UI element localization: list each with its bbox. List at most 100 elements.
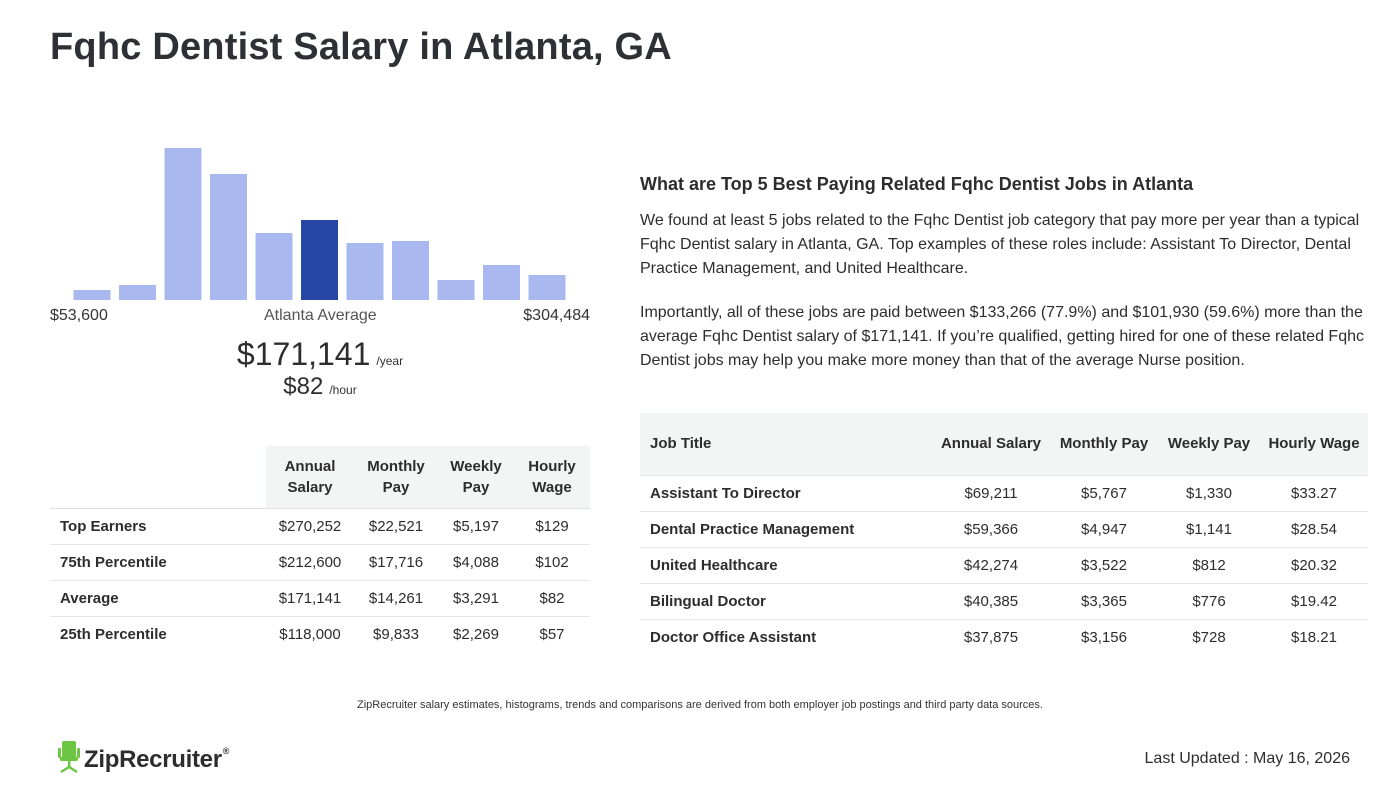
related-jobs-paragraph-1: We found at least 5 jobs related to the … bbox=[640, 212, 1360, 277]
related-jobs-paragraph-2: Importantly, all of these jobs are paid … bbox=[640, 304, 1364, 369]
histogram-bar bbox=[346, 243, 384, 300]
weekly-cell: $2,269 bbox=[453, 625, 499, 643]
percentile-table-header: Annual Salary Monthly Pay Weekly Pay Hou… bbox=[50, 446, 590, 508]
annual-cell: $59,366 bbox=[963, 520, 1019, 538]
percentile-salary-table: Annual Salary Monthly Pay Weekly Pay Hou… bbox=[50, 446, 590, 652]
percentile-header-hourly: Hourly Wage bbox=[514, 446, 590, 508]
logo-text: ZipRecruiter® bbox=[84, 746, 229, 774]
hourly-cell: $57 bbox=[539, 625, 565, 643]
weekly-cell: $1,141 bbox=[1186, 520, 1232, 538]
histogram-bar bbox=[119, 285, 156, 300]
histogram-max-label: $304,484 bbox=[523, 307, 590, 324]
hourly-cell: $82 bbox=[539, 589, 565, 607]
average-hourly-unit: /hour bbox=[329, 383, 357, 397]
weekly-cell: $812 bbox=[1192, 556, 1226, 574]
salary-histogram bbox=[50, 140, 590, 302]
histogram-bar bbox=[164, 148, 202, 300]
table-row: 75th Percentile $212,600 $17,716 $4,088 … bbox=[50, 544, 590, 580]
monthly-cell: $22,521 bbox=[368, 517, 424, 535]
ziprecruiter-logo: ZipRecruiter® bbox=[58, 740, 229, 779]
weekly-cell: $728 bbox=[1192, 628, 1226, 646]
average-hourly-line: $82/hour bbox=[50, 373, 590, 401]
annual-cell: $118,000 bbox=[279, 625, 341, 643]
annual-cell: $37,875 bbox=[963, 628, 1019, 646]
weekly-cell: $5,197 bbox=[453, 517, 499, 535]
row-label: 25th Percentile bbox=[60, 625, 167, 643]
histogram-min-label: $53,600 bbox=[50, 307, 108, 324]
logo-registered-mark: ® bbox=[222, 745, 230, 756]
monthly-cell: $14,261 bbox=[368, 589, 424, 607]
percentile-header-weekly: Weekly Pay bbox=[438, 446, 514, 508]
row-label: Top Earners bbox=[60, 517, 147, 535]
histogram-bar bbox=[255, 233, 293, 300]
histogram-bar bbox=[73, 290, 111, 300]
job-title-cell: Assistant To Director bbox=[650, 484, 801, 502]
jobs-header-weekly: Weekly Pay bbox=[1167, 435, 1251, 453]
average-annual-value: $171,141 bbox=[236, 336, 371, 372]
table-row: Top Earners $270,252 $22,521 $5,197 $129 bbox=[50, 508, 590, 544]
average-annual-line: $171,141/year bbox=[50, 336, 590, 373]
jobs-header-monthly: Monthly Pay bbox=[1059, 435, 1149, 453]
weekly-cell: $3,291 bbox=[453, 589, 499, 607]
histogram-bar bbox=[528, 275, 566, 300]
monthly-cell: $3,522 bbox=[1081, 556, 1127, 574]
table-row: Dental Practice Management $59,366 $4,94… bbox=[640, 511, 1368, 547]
annual-cell: $212,600 bbox=[278, 553, 342, 571]
row-label: Average bbox=[60, 589, 119, 607]
table-row: Assistant To Director $69,211 $5,767 $1,… bbox=[640, 475, 1368, 511]
hourly-cell: $19.42 bbox=[1291, 592, 1337, 610]
last-updated: Last Updated : May 16, 2026 bbox=[1144, 750, 1350, 767]
percentile-header-blank bbox=[50, 446, 266, 508]
hourly-cell: $102 bbox=[535, 553, 569, 571]
histogram-bar bbox=[483, 265, 520, 300]
table-row: United Healthcare $42,274 $3,522 $812 $2… bbox=[640, 547, 1368, 583]
monthly-cell: $9,833 bbox=[373, 625, 419, 643]
row-label: 75th Percentile bbox=[60, 553, 167, 571]
logo-wordmark: ZipRecruiter bbox=[84, 745, 222, 773]
average-annual-unit: /year bbox=[376, 354, 404, 368]
table-row: Doctor Office Assistant $37,875 $3,156 $… bbox=[640, 619, 1368, 655]
table-row: 25th Percentile $118,000 $9,833 $2,269 $… bbox=[50, 616, 590, 652]
hourly-cell: $28.54 bbox=[1291, 520, 1337, 538]
job-title-cell: Dental Practice Management bbox=[650, 520, 855, 538]
jobs-header-hourly: Hourly Wage bbox=[1268, 435, 1360, 453]
table-row: Bilingual Doctor $40,385 $3,365 $776 $19… bbox=[640, 583, 1368, 619]
percentile-header-annual: Annual Salary bbox=[266, 446, 354, 508]
related-jobs-heading: What are Top 5 Best Paying Related Fqhc … bbox=[640, 174, 1194, 194]
page-title: Fqhc Dentist Salary in Atlanta, GA bbox=[50, 26, 672, 68]
chair-icon bbox=[58, 740, 80, 779]
average-hourly-value: $82 bbox=[283, 373, 324, 400]
table-row: Average $171,141 $14,261 $3,291 $82 bbox=[50, 580, 590, 616]
histogram-bar bbox=[437, 280, 475, 300]
monthly-cell: $3,365 bbox=[1081, 592, 1127, 610]
data-source-disclaimer: ZipRecruiter salary estimates, histogram… bbox=[357, 699, 1043, 711]
job-title-cell: Bilingual Doctor bbox=[650, 592, 766, 610]
annual-cell: $40,385 bbox=[963, 592, 1019, 610]
histogram-bar-average bbox=[301, 220, 338, 300]
monthly-cell: $17,716 bbox=[368, 553, 424, 571]
weekly-cell: $4,088 bbox=[453, 553, 499, 571]
job-title-cell: Doctor Office Assistant bbox=[650, 628, 817, 646]
annual-cell: $270,252 bbox=[278, 517, 342, 535]
histogram-bar bbox=[392, 241, 429, 300]
related-jobs-table: Job Title Annual Salary Monthly Pay Week… bbox=[640, 413, 1368, 655]
jobs-header-title: Job Title bbox=[650, 435, 712, 453]
histogram-bar bbox=[210, 174, 247, 300]
annual-cell: $171,141 bbox=[278, 589, 342, 607]
histogram-average-label: Atlanta Average bbox=[264, 307, 377, 324]
monthly-cell: $5,767 bbox=[1081, 484, 1127, 502]
average-salary-block: $171,141/year $82/hour bbox=[50, 336, 590, 401]
chair-icon-svg bbox=[58, 741, 80, 774]
jobs-header-annual: Annual Salary bbox=[940, 435, 1042, 453]
weekly-cell: $776 bbox=[1192, 592, 1226, 610]
hourly-cell: $33.27 bbox=[1291, 484, 1337, 502]
annual-cell: $69,211 bbox=[964, 484, 1018, 502]
monthly-cell: $3,156 bbox=[1081, 628, 1127, 646]
jobs-table-header: Job Title Annual Salary Monthly Pay Week… bbox=[640, 413, 1368, 475]
monthly-cell: $4,947 bbox=[1081, 520, 1127, 538]
histogram-svg bbox=[73, 148, 566, 300]
hourly-cell: $18.21 bbox=[1291, 628, 1337, 646]
weekly-cell: $1,330 bbox=[1186, 484, 1232, 502]
percentile-header-monthly: Monthly Pay bbox=[354, 446, 438, 508]
hourly-cell: $129 bbox=[535, 517, 569, 535]
